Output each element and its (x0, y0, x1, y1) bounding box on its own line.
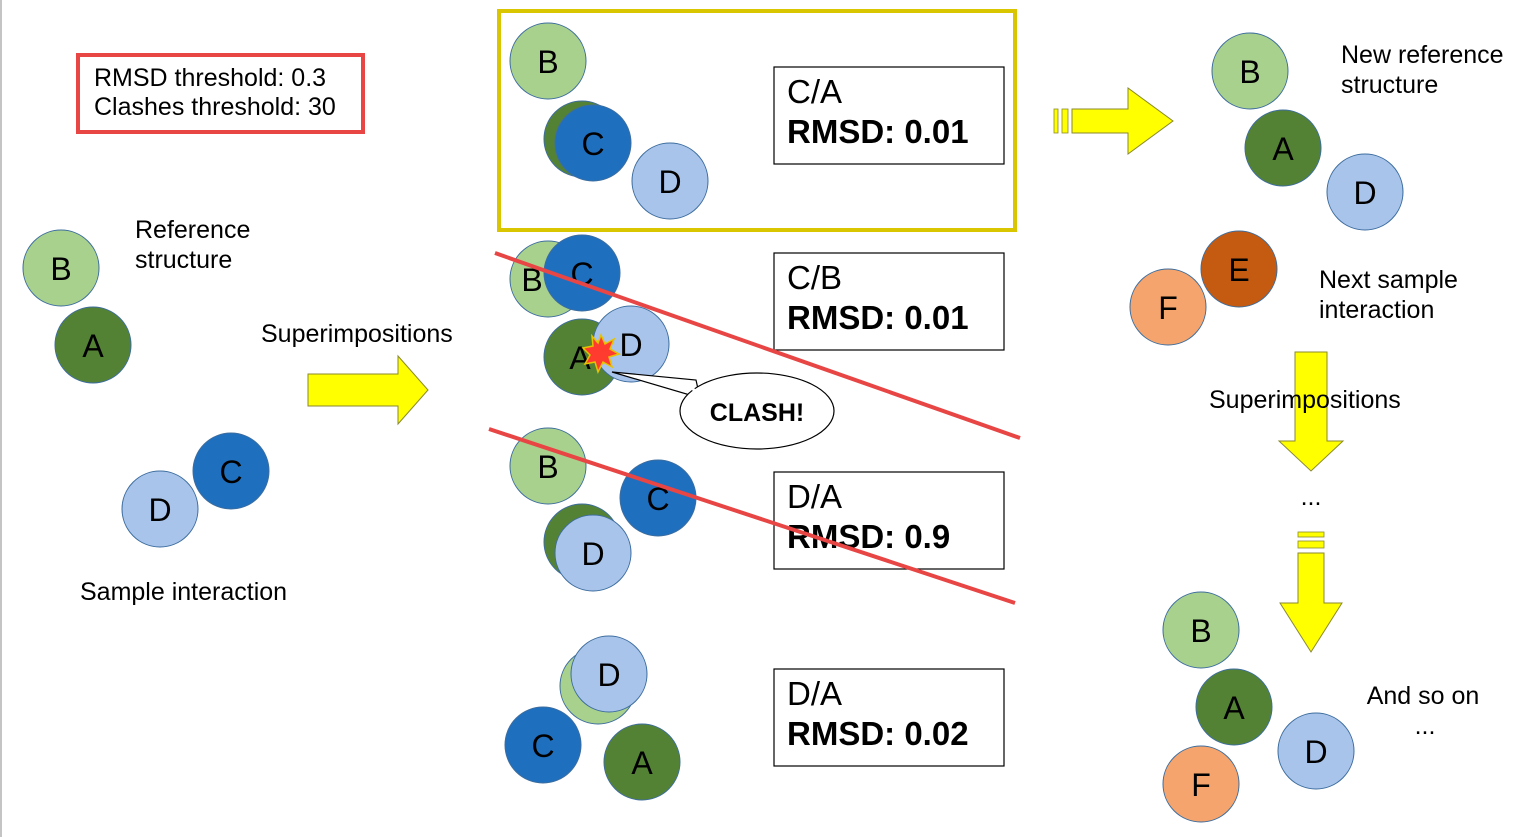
circle-c (554, 104, 632, 182)
circle-b-label: B (537, 449, 558, 485)
circle-e-label: E (1228, 252, 1249, 288)
circle-d (1326, 153, 1404, 231)
circle-c (504, 706, 582, 784)
pair-label: C/B (787, 259, 842, 296)
circle-b (1162, 591, 1240, 669)
and-so-on-label: And so on (1367, 682, 1480, 710)
circle-c-label: C (219, 454, 242, 490)
down-arrow-icon (1277, 351, 1345, 472)
sample-label: Sample interaction (80, 578, 287, 606)
pair-label: C/A (787, 73, 842, 110)
clashes-threshold-text: Clashes threshold: 30 (94, 93, 336, 121)
circle-a (603, 723, 681, 801)
down-arrow-2-icon (1279, 531, 1343, 653)
pair-label: D/A (787, 478, 842, 515)
circle-c-label: C (531, 728, 554, 764)
next-sample-label-line2: interaction (1319, 296, 1434, 324)
result-ca-highlighted: B C D C/A RMSD: 0.01 (497, 9, 1017, 232)
circle-b-label: B (50, 251, 71, 287)
circle-b-label: B (521, 262, 542, 298)
clash-label: CLASH! (710, 399, 804, 427)
circle-b (509, 22, 587, 100)
new-reference-structure: B A D New reference structure (1211, 32, 1504, 231)
circle-d-label: D (619, 327, 642, 363)
circle-b-label: B (1239, 54, 1260, 90)
circle-d-label: D (658, 164, 681, 200)
circle-d (554, 514, 632, 592)
circle-d (121, 470, 199, 548)
circle-c-label: C (646, 481, 669, 517)
result-cb-clash: B C A D C/B RMSD: 0.01 (509, 234, 1005, 396)
circle-b (22, 229, 100, 307)
circle-d (570, 635, 648, 713)
circle-f-label: F (1158, 290, 1178, 326)
result-da-accepted: D C A D/A RMSD: 0.02 (504, 635, 1005, 801)
and-so-on-ellipsis: ... (1415, 712, 1436, 740)
circle-e (1200, 230, 1278, 308)
final-structure: B A D F And so on ... (1162, 591, 1480, 823)
circle-d-label: D (1304, 734, 1327, 770)
callout-tail (611, 371, 701, 399)
threshold-box: RMSD threshold: 0.3 Clashes threshold: 3… (76, 53, 365, 134)
pair-label: D/A (787, 675, 842, 712)
callout-joint (688, 384, 704, 400)
new-reference-label-line1: New reference (1341, 41, 1504, 69)
ellipsis-text: ... (1301, 483, 1322, 511)
circle-d-label: D (1353, 175, 1376, 211)
sample-interaction: D C Sample interaction (80, 432, 287, 606)
new-reference-label-line2: structure (1341, 71, 1438, 99)
circle-b (1211, 32, 1289, 110)
circle-f (1129, 268, 1207, 346)
result-box (773, 471, 1005, 570)
reference-structure: B A Reference structure (22, 216, 250, 384)
reference-label-line1: Reference (135, 216, 250, 244)
circle-d-label: D (148, 492, 171, 528)
circle-d (1277, 712, 1355, 790)
circle-a (1195, 668, 1273, 746)
callout-bubble (679, 372, 835, 450)
result-box (773, 668, 1005, 767)
circle-f-label: F (1191, 767, 1211, 803)
circle-b (509, 427, 587, 505)
highlight-border (497, 9, 1017, 232)
reject-line-rmsd (488, 427, 1016, 605)
circle-a-label: A (82, 328, 104, 364)
circle-d-label: D (597, 657, 620, 693)
circle-a-label: A (1272, 131, 1294, 167)
next-sample-interaction: F E Next sample interaction (1129, 230, 1458, 346)
circle-c (192, 432, 270, 510)
reject-line-clash (494, 251, 1021, 440)
clash-callout: CLASH! (611, 371, 835, 450)
rmsd-threshold-text: RMSD threshold: 0.3 (94, 64, 326, 92)
reference-label-line2: structure (135, 246, 232, 274)
circle-b-label: B (537, 44, 558, 80)
circle-b-label: B (1190, 613, 1211, 649)
clash-burst-icon (581, 333, 621, 375)
circle-d-label: D (581, 536, 604, 572)
result-box (773, 252, 1005, 351)
next-step-arrow-icon (1053, 87, 1174, 155)
right-superimpositions-label: Superimpositions (1209, 386, 1401, 414)
rmsd-label: RMSD: 0.02 (787, 715, 969, 752)
circle-c-label: C (581, 126, 604, 162)
circle-a (54, 306, 132, 384)
result-box (773, 66, 1005, 165)
right-arrow-icon (307, 354, 429, 426)
result-da-rejected: B C D D/A RMSD: 0.9 (509, 427, 1005, 592)
circle-d (631, 142, 709, 220)
circle-f (1162, 745, 1240, 823)
threshold-border (76, 53, 365, 134)
circle-a-label: A (1223, 690, 1245, 726)
superimpositions-label: Superimpositions (261, 320, 453, 348)
rmsd-label: RMSD: 0.01 (787, 299, 969, 336)
circle-a-label: A (631, 745, 653, 781)
next-sample-label-line1: Next sample (1319, 266, 1458, 294)
rmsd-label: RMSD: 0.01 (787, 113, 969, 150)
circle-a (1244, 109, 1322, 187)
